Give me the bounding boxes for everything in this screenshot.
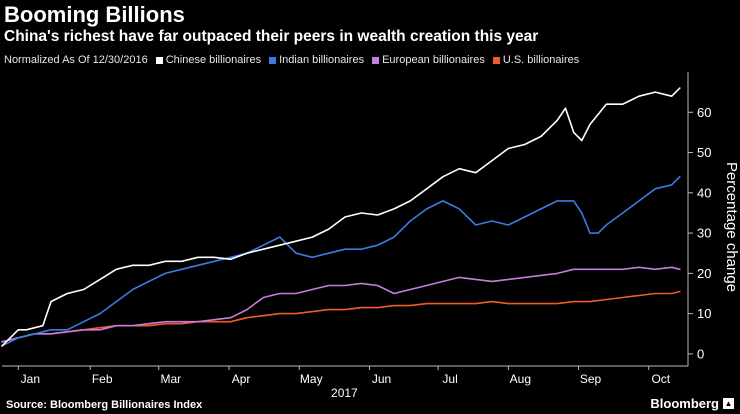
legend-swatch-indian xyxy=(269,56,277,64)
y-axis-title: Percentage change xyxy=(723,162,740,292)
y-tick-label: 10 xyxy=(697,306,711,321)
legend-item-chinese: Chinese billionaires xyxy=(155,54,262,66)
x-tick-label: Mar xyxy=(160,372,181,386)
x-tick-label: Sep xyxy=(580,372,602,386)
x-tick-label: Feb xyxy=(92,372,113,386)
series-line-chinese-billionaires xyxy=(1,87,681,347)
y-tick-label: 40 xyxy=(697,185,711,200)
y-tick-label: 50 xyxy=(697,145,711,160)
y-tick-label: 20 xyxy=(697,266,711,281)
series-line-indian-billionaires xyxy=(1,175,681,347)
y-tick-label: 60 xyxy=(697,105,711,120)
x-year-label: 2017 xyxy=(331,386,358,400)
series-line-european-billionaires xyxy=(1,266,681,343)
chart-subtitle: China's richest have far outpaced their … xyxy=(4,28,539,45)
x-tick-label: Aug xyxy=(510,372,531,386)
legend: Normalized As Of 12/30/2016 Chinese bill… xyxy=(4,54,579,66)
legend-swatch-us xyxy=(492,56,500,64)
x-tick-label: May xyxy=(300,372,323,386)
legend-label-us: U.S. billionaires xyxy=(502,54,580,66)
legend-label-chinese: Chinese billionaires xyxy=(165,54,262,66)
legend-swatch-chinese xyxy=(155,56,163,64)
series-line-u-s-billionaires xyxy=(1,290,681,343)
legend-label-indian: Indian billionaires xyxy=(279,54,365,66)
x-tick-label: Oct xyxy=(651,372,670,386)
chart-title: Booming Billions xyxy=(4,2,185,27)
brand-logo: Bloomberg ▲ xyxy=(650,396,734,411)
x-tick-label: Jul xyxy=(442,372,457,386)
bloomberg-logo-icon: ▲ xyxy=(723,398,734,409)
x-tick-label: Jun xyxy=(372,372,391,386)
brand-name: Bloomberg xyxy=(650,396,719,411)
legend-item-european: European billionaires xyxy=(372,54,485,66)
legend-label-european: European billionaires xyxy=(382,54,485,66)
legend-swatch-european xyxy=(372,56,380,64)
y-tick-label: 0 xyxy=(697,346,704,361)
legend-item-us: U.S. billionaires xyxy=(492,54,580,66)
x-tick-label: Jan xyxy=(21,372,40,386)
x-tick-label: Apr xyxy=(232,372,251,386)
y-tick-label: 30 xyxy=(697,226,711,241)
source-note: Source: Bloomberg Billionaires Index xyxy=(6,399,203,411)
legend-item-indian: Indian billionaires xyxy=(269,54,364,66)
legend-note: Normalized As Of 12/30/2016 xyxy=(4,54,148,66)
